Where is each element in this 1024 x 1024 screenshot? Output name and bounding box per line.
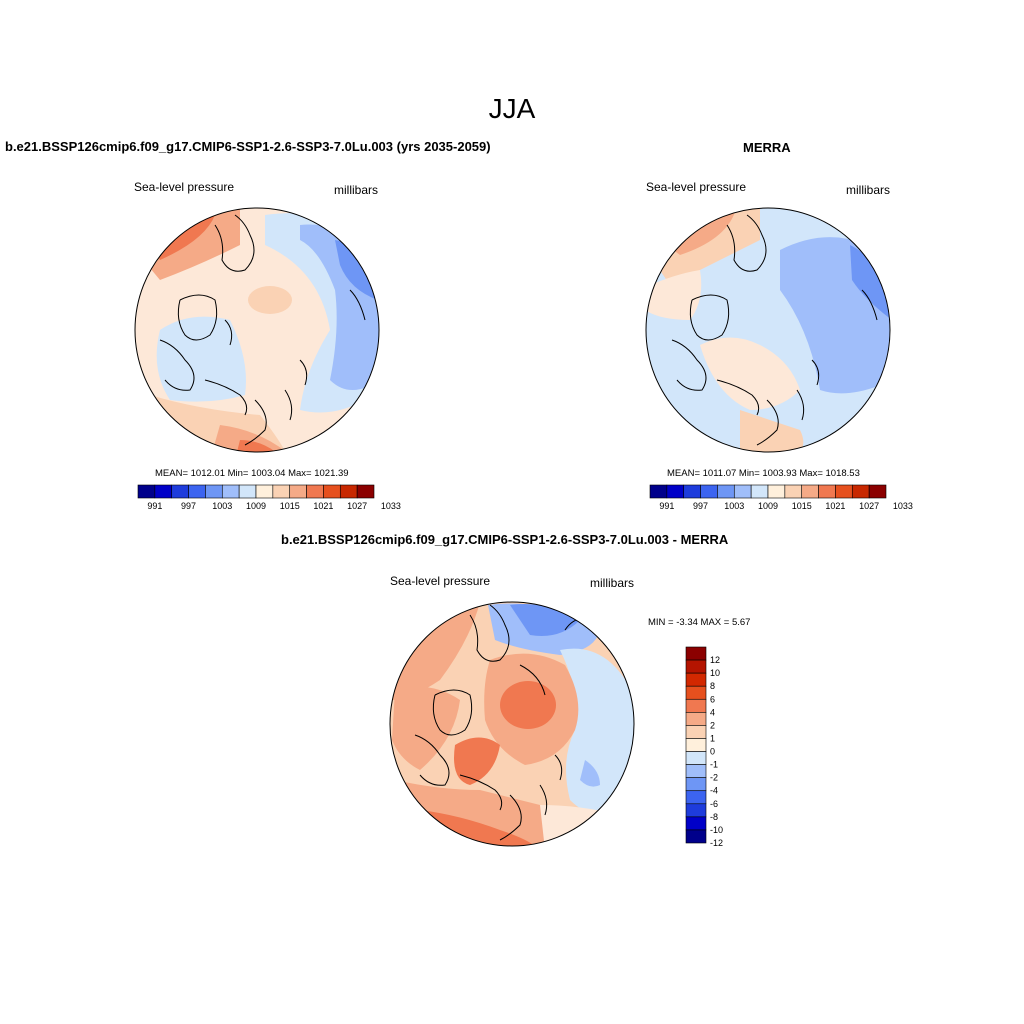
panel3-colorbar-swatch [685,672,707,687]
panel1-colorbar-swatch [356,484,375,499]
panel3-colorbar-swatch [685,738,707,752]
panel1-colorbar-swatch [306,484,324,499]
panel3-colorbar-tick-label: -4 [710,786,718,796]
panel3-colorbar-swatch [685,659,707,674]
panel1-colorbar-tick-label: 1003 [212,501,232,511]
panel2-colorbar-tick-label: 1033 [893,501,913,511]
panel2-stats: MEAN= 1011.07 Min= 1003.93 Max= 1018.53 [667,468,860,479]
panel1-title: b.e21.BSSP126cmip6.f09_g17.CMIP6-SSP1-2.… [5,139,491,154]
panel1-colorbar-tick-label: 1021 [313,501,333,511]
panel3-left-label: Sea-level pressure [390,574,491,588]
panel2-colorbar-swatch [835,484,853,499]
panel3-colorbar-swatch [685,725,707,739]
panel1-colorbar-swatch [255,484,274,499]
panel1-colorbar: 991 997 1003 1009 1015 1021 1027 1033 [137,484,401,511]
panel1-colorbar-swatch [154,484,173,499]
panel1-colorbar-tick-label: 991 [147,501,162,511]
panel1-colorbar-tick-label: 1033 [381,501,401,511]
panel2-colorbar-swatch [666,484,685,499]
panel2-colorbar-tick-label: 1015 [792,501,812,511]
panel1-colorbar-swatch [137,484,156,499]
panel3-title: b.e21.BSSP126cmip6.f09_g17.CMIP6-SSP1-2.… [281,532,729,547]
panel1-colorbar-tick-label: 997 [181,501,196,511]
panel2-title: MERRA [743,140,791,155]
panel2-colorbar-swatch [868,484,887,499]
panel3-colorbar-swatch [685,829,707,844]
panel3-colorbar-swatch [685,751,707,765]
panel3-colorbar-swatch [685,712,707,726]
panel3-stats: MIN = -3.34 MAX = 5.67 [648,617,751,628]
panel1-stats: MEAN= 1012.01 Min= 1003.04 Max= 1021.39 [155,468,349,479]
panel3-units-label: millibars [590,576,635,590]
panel3-colorbar-swatch [685,764,707,778]
panel1-colorbar-swatch [171,484,189,499]
panel2-colorbar-tick-label: 1027 [859,501,879,511]
panel3-polar-map [389,601,635,847]
panel3-colorbar-swatch [685,646,707,661]
panel3-colorbar-swatch [685,790,707,805]
panel2-colorbar-tick-label: 1021 [825,501,845,511]
panel1-colorbar-swatch [339,484,358,499]
panel2-colorbar-swatch [851,484,870,499]
panel1-colorbar-tick-label: 1015 [280,501,300,511]
panel3-colorbar-tick-label: -6 [710,799,718,809]
panel1-colorbar-swatch [238,484,257,499]
panel3-colorbar-tick-label: 8 [710,681,715,691]
panel1-colorbar-swatch [323,484,341,499]
panel3-colorbar-swatch [685,777,707,792]
panel1-left-label: Sea-level pressure [134,180,235,194]
panel2-colorbar-tick-label: 1009 [758,501,778,511]
panel2-colorbar-tick-label: 997 [693,501,708,511]
panel3-colorbar-swatch [685,816,707,831]
panel3-colorbar-tick-label: 12 [710,655,720,665]
panel2-colorbar-swatch [733,484,752,499]
panel2-colorbar-swatch [801,484,819,499]
panel1-polar-map [134,207,380,453]
panel2-colorbar-swatch [649,484,668,499]
panel2-colorbar-swatch [784,484,803,499]
panel1-colorbar-swatch [272,484,291,499]
panel1-colorbar-tick-label: 1009 [246,501,266,511]
panel3-colorbar-tick-label: 6 [710,694,715,704]
panel2-colorbar-swatch [717,484,735,499]
panel3-colorbar-tick-label: 1 [710,733,715,743]
panel2-colorbar-swatch [683,484,701,499]
panel1-colorbar-swatch [221,484,240,499]
panel2-colorbar-tick-label: 991 [659,501,674,511]
panel1-colorbar-swatch [205,484,223,499]
panel2-colorbar-tick-label: 1003 [724,501,744,511]
panel2-colorbar-swatch [818,484,836,499]
panel1-colorbar-swatch [289,484,307,499]
panel3-colorbar-tick-label: 0 [710,747,715,757]
panel3-colorbar-tick-label: -1 [710,760,718,770]
panel3-colorbar-tick-label: -12 [710,838,723,848]
panel3-colorbar-tick-label: 10 [710,668,720,678]
panel1-colorbar-swatch [188,484,206,499]
panel3-colorbar-swatch [685,698,707,713]
panel3-colorbar-tick-label: 4 [710,707,715,717]
panel3-colorbar-tick-label: -10 [710,825,723,835]
panel2-colorbar: 991 997 1003 1009 1015 1021 1027 1033 [649,484,913,511]
panel2-polar-map [645,207,891,453]
panel2-colorbar-swatch [750,484,769,499]
panel3-colorbar-tick-label: 2 [710,720,715,730]
figure-title: JJA [488,93,536,124]
panel2-colorbar-swatch [767,484,786,499]
panel3-colorbar-tick-label: -2 [710,773,718,783]
panel3-colorbar-swatch [685,803,707,818]
panel3-colorbar-swatch [685,685,707,700]
panel1-colorbar-tick-label: 1027 [347,501,367,511]
panel2-left-label: Sea-level pressure [646,180,747,194]
panel1-units-label: millibars [334,183,379,197]
panel2-units-label: millibars [846,183,891,197]
panel2-colorbar-swatch [700,484,718,499]
panel3-colorbar-tick-label: -8 [710,812,718,822]
